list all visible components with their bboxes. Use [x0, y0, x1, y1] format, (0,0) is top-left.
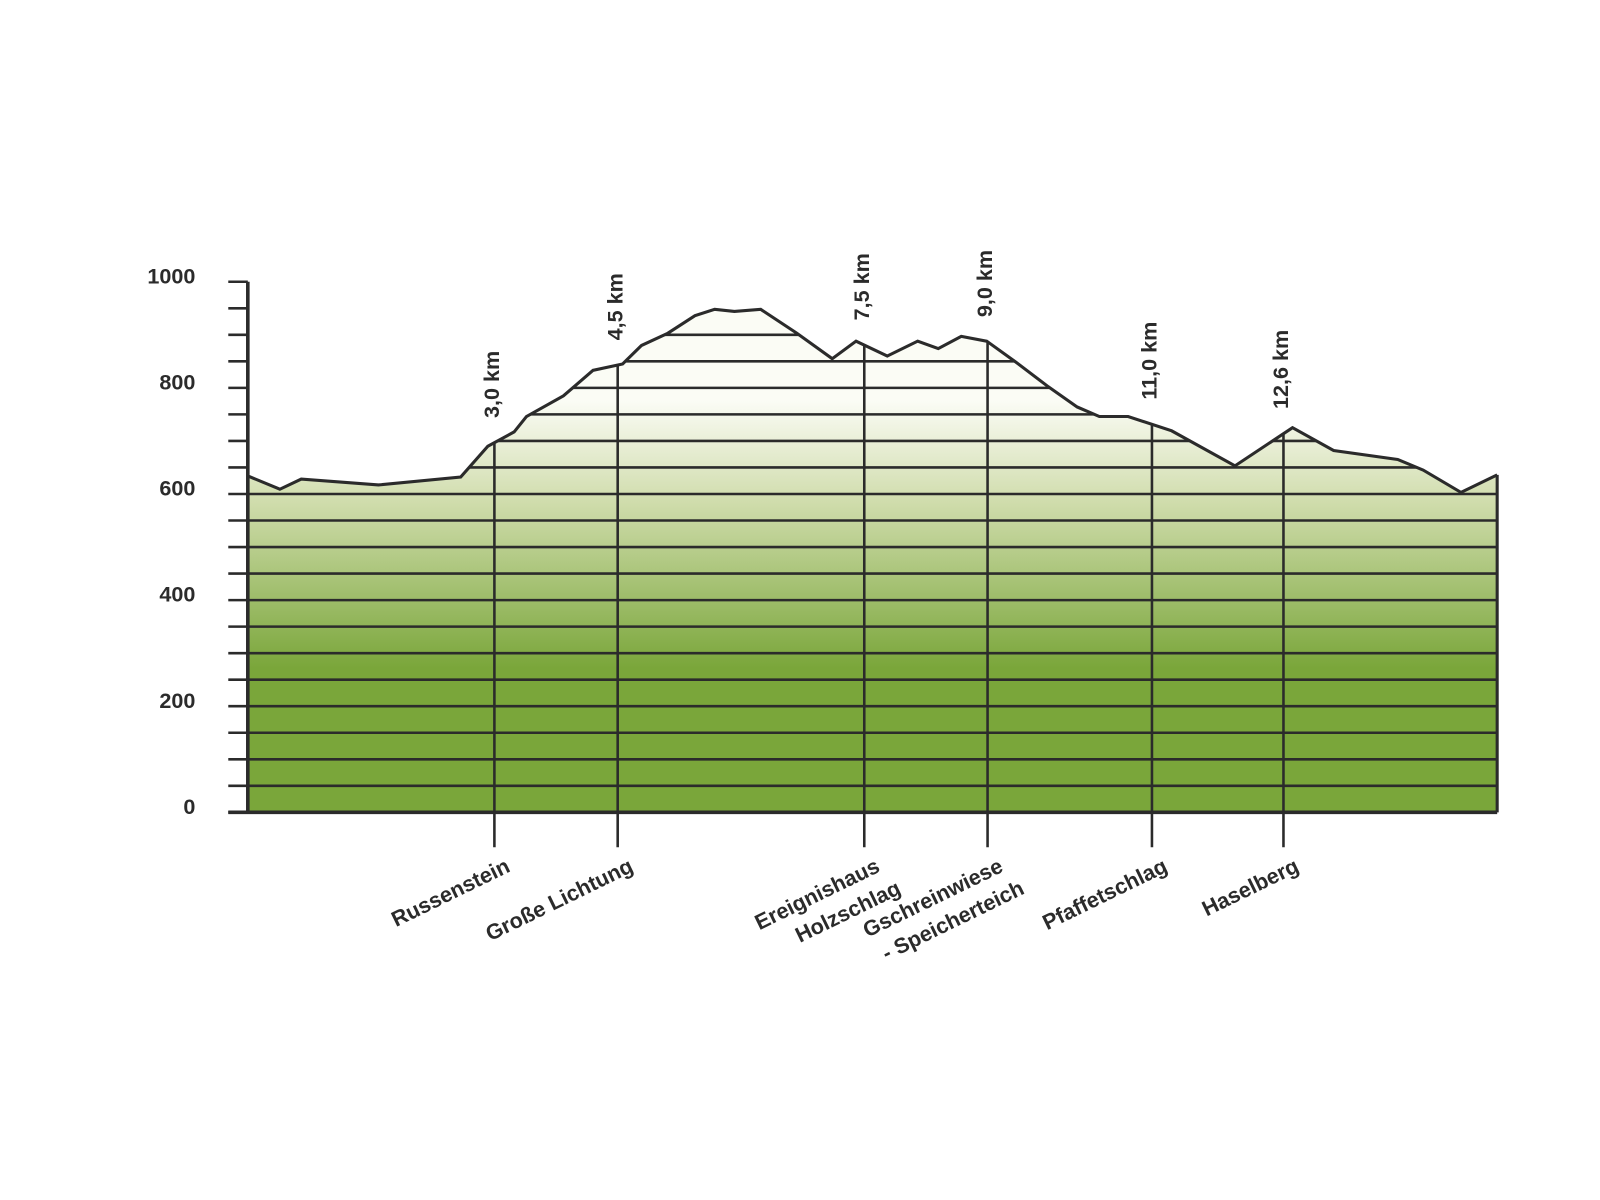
- waypoint-name: Haselberg: [1198, 853, 1303, 921]
- y-tick-label: 800: [159, 369, 195, 394]
- waypoint-distance: 7,5 km: [849, 253, 874, 320]
- area-fill: [247, 309, 1498, 813]
- y-tick-label: 200: [159, 688, 195, 713]
- waypoint-name: Pfaffetschlag: [1038, 853, 1171, 935]
- waypoint-distance: 3,0 km: [479, 351, 504, 418]
- waypoint-distance: 9,0 km: [972, 250, 997, 317]
- grid: [247, 309, 1498, 813]
- profile-line: [247, 307, 1498, 495]
- y-tick-label: 0: [183, 794, 195, 819]
- y-tick-label: 600: [159, 476, 195, 501]
- waypoint-distance: 12,6 km: [1268, 330, 1293, 409]
- waypoint-distance: 4,5 km: [602, 273, 627, 340]
- waypoint-distance: 11,0 km: [1137, 322, 1162, 400]
- y-tick-label: 400: [159, 582, 195, 607]
- y-tick-label: 1000: [147, 263, 195, 288]
